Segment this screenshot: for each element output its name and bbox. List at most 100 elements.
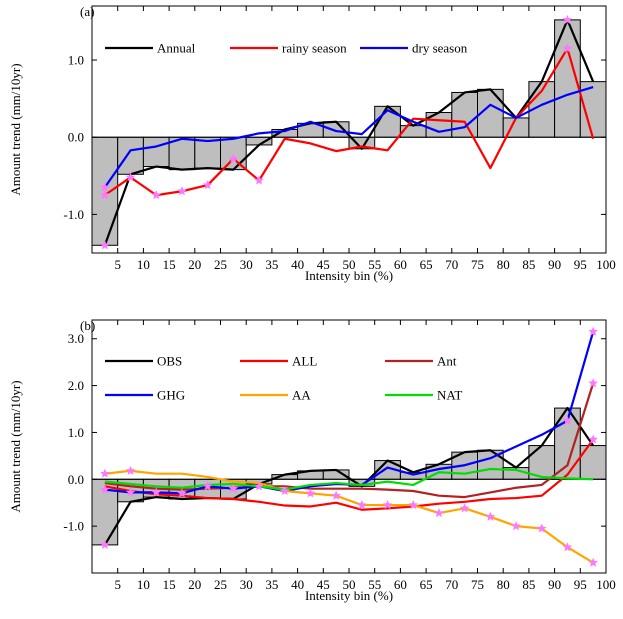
x-tick-label: 60 <box>394 257 407 272</box>
x-tick-label: 30 <box>240 577 253 592</box>
bar <box>220 136 247 171</box>
x-tick-label: 100 <box>596 257 616 272</box>
data-point <box>202 180 213 190</box>
legend-label: Annual <box>157 41 196 56</box>
bars <box>91 407 607 546</box>
x-tick-label: 50 <box>343 257 356 272</box>
legend-label: NAT <box>437 388 462 403</box>
y-tick-label: 3.0 <box>68 331 84 346</box>
bar <box>142 136 170 168</box>
x-tick-label: 75 <box>471 257 484 272</box>
panel-label: (b) <box>80 318 95 333</box>
legend-label: OBS <box>157 354 182 369</box>
x-tick-label: 40 <box>291 577 304 592</box>
y-axis-label: Amount trend (mm/10yr) <box>8 63 23 195</box>
x-tick-label: 85 <box>522 577 535 592</box>
data-point <box>536 523 547 533</box>
data-point <box>485 511 496 521</box>
data-point <box>100 539 110 549</box>
data-point <box>254 481 264 491</box>
x-tick-label: 10 <box>137 257 150 272</box>
bar <box>322 121 350 138</box>
y-tick-label: 1.0 <box>68 425 84 440</box>
series-line <box>103 18 595 246</box>
x-tick-label: 5 <box>114 257 121 272</box>
y-tick-label: 0.0 <box>68 472 84 487</box>
legend-label: AA <box>292 388 311 403</box>
bar <box>117 136 144 175</box>
x-tick-label: 80 <box>497 577 510 592</box>
x-tick-label: 55 <box>368 257 381 272</box>
legend-label: dry season <box>412 41 468 56</box>
x-tick-label: 75 <box>471 577 484 592</box>
data-point <box>228 483 239 493</box>
x-tick-label: 95 <box>574 577 587 592</box>
x-tick-label: 70 <box>445 257 458 272</box>
data-point <box>562 43 573 53</box>
data-point <box>562 542 573 552</box>
series-line <box>104 467 594 491</box>
series-line <box>104 47 595 197</box>
y-tick-label: 0.0 <box>68 130 84 145</box>
data-point <box>151 487 162 497</box>
x-tick-label: 50 <box>343 577 356 592</box>
x-tick-label: 70 <box>445 577 458 592</box>
x-tick-label: 25 <box>214 257 227 272</box>
x-tick-label: 20 <box>188 577 201 592</box>
series-line <box>103 85 594 189</box>
data-point <box>408 500 419 510</box>
legend-label: GHG <box>157 388 185 403</box>
x-tick-label: 60 <box>394 577 407 592</box>
panel-label: (a) <box>80 4 94 19</box>
data-point <box>100 240 110 250</box>
series-line <box>104 438 595 511</box>
x-tick-label: 100 <box>596 577 616 592</box>
data-point <box>588 378 598 388</box>
x-tick-label: 35 <box>265 257 278 272</box>
x-tick-label: 55 <box>368 577 381 592</box>
y-axis-label: Amount trend (mm/10yr) <box>8 380 23 512</box>
data-point <box>228 153 239 163</box>
x-tick-label: 20 <box>188 257 201 272</box>
data-point <box>100 484 110 494</box>
data-point <box>100 182 110 192</box>
data-point <box>100 468 110 478</box>
x-tick-label: 45 <box>317 577 330 592</box>
y-tick-label: 2.0 <box>68 378 84 393</box>
x-tick-label: 65 <box>420 577 433 592</box>
x-tick-label: 10 <box>137 577 150 592</box>
x-tick-label: 15 <box>163 577 176 592</box>
data-point <box>202 481 213 491</box>
data-point <box>357 500 367 510</box>
x-tick-label: 65 <box>420 257 433 272</box>
x-tick-label: 25 <box>214 577 227 592</box>
series-line <box>103 406 595 546</box>
data-point <box>562 14 573 24</box>
panel-a: 5 10 15 20 25 30 35 40 45 50 55 60 65 70 75 80 85 90 95 100… <box>8 4 616 283</box>
data-point <box>125 172 136 182</box>
x-tick-label: 35 <box>265 577 278 592</box>
data-point <box>279 486 290 496</box>
legend-label: rainy season <box>282 41 347 56</box>
data-point <box>151 190 162 200</box>
x-tick-label: 30 <box>240 257 253 272</box>
x-axis-label: Intensity bin (%) <box>305 268 393 283</box>
data-point <box>305 488 316 498</box>
x-tick-label: 95 <box>574 257 587 272</box>
data-point <box>434 508 444 518</box>
data-point <box>588 326 598 336</box>
x-tick-label: 80 <box>497 257 510 272</box>
data-point <box>177 186 187 196</box>
x-tick-label: 40 <box>291 257 304 272</box>
series-line <box>104 382 595 499</box>
data-point <box>125 465 136 475</box>
x-tick-label: 90 <box>548 257 561 272</box>
data-point <box>511 521 521 531</box>
x-tick-label: 45 <box>317 257 330 272</box>
data-point <box>125 487 136 497</box>
data-point <box>588 557 598 567</box>
x-tick-label: 85 <box>522 257 535 272</box>
data-point <box>382 500 393 510</box>
data-point <box>588 434 598 444</box>
